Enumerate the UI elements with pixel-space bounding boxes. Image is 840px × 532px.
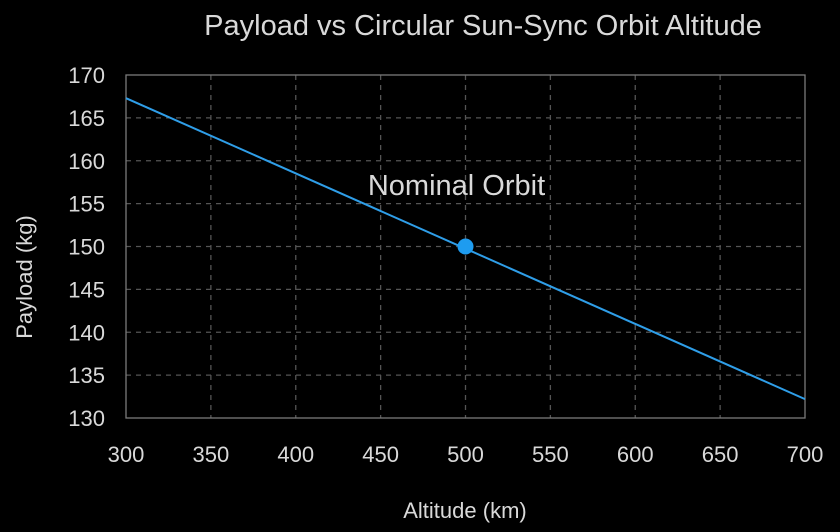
x-tick-label: 600 — [617, 442, 654, 467]
x-tick-label: 450 — [362, 442, 399, 467]
y-axis-label: Payload (kg) — [12, 215, 37, 339]
x-tick-label: 650 — [702, 442, 739, 467]
highlight-group — [457, 238, 474, 255]
y-tick-labels: 130 135 140 145 150 155 160 165 170 — [68, 63, 105, 431]
y-tick-label: 135 — [68, 363, 105, 388]
chart-title: Payload vs Circular Sun-Sync Orbit Altit… — [204, 10, 762, 42]
x-tick-label: 700 — [787, 442, 824, 467]
x-axis-label: Altitude (km) — [403, 498, 526, 523]
x-tick-label: 500 — [447, 442, 484, 467]
y-tick-label: 145 — [68, 277, 105, 302]
x-tick-label: 400 — [277, 442, 314, 467]
y-tick-label: 170 — [68, 63, 105, 88]
y-tick-label: 150 — [68, 235, 105, 260]
x-tick-label: 350 — [193, 442, 230, 467]
x-tick-labels: 300 350 400 450 500 550 600 650 700 — [108, 442, 824, 467]
y-tick-label: 160 — [68, 149, 105, 174]
x-tick-label: 550 — [532, 442, 569, 467]
annotation-nominal-orbit: Nominal Orbit — [368, 170, 545, 202]
y-tick-label: 140 — [68, 320, 105, 345]
nominal-orbit-point — [457, 238, 474, 255]
y-tick-label: 155 — [68, 192, 105, 217]
x-tick-label: 300 — [108, 442, 145, 467]
plot-frame — [125, 74, 806, 419]
y-tick-label: 165 — [68, 106, 105, 131]
y-tick-label: 130 — [68, 406, 105, 431]
